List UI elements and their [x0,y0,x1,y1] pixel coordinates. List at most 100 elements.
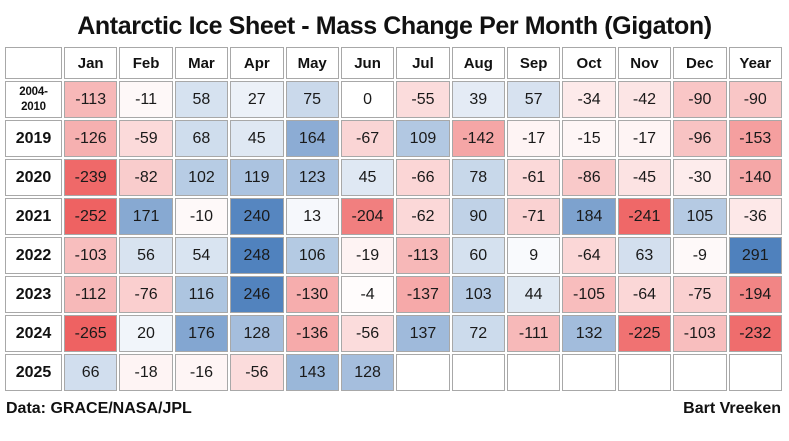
table-row: 2022 -103 56 54 248 106 -19 -113 60 9 -64 63 -9 291 [5,237,782,274]
heatmap-cell: 44 [507,276,561,313]
heatmap-cell: 90 [451,198,505,235]
heatmap-cell: 291 [728,237,782,274]
table-row: 2019 -126 -59 68 45 164 -67 109 -142 -17 -15 -17 -96… [5,120,782,157]
table-row: 2004- 2010 -113 -11 58 27 75 0 -55 39 57 -34 -42 -90-… [5,81,782,118]
heatmap-cell: -113 [396,237,450,274]
heatmap-cell: 78 [451,159,505,196]
heatmap-cell: -56 [230,354,284,391]
heatmap-cell: 102 [174,159,229,196]
heatmap-cell: 106 [285,237,339,274]
heatmap-cell: 164 [285,120,339,157]
heatmap-cell: -232 [728,315,782,352]
column-header: Apr [230,47,284,79]
heatmap-cell: -103 [673,315,727,352]
column-header: Jul [396,47,450,79]
heatmap-cell: 171 [119,198,173,235]
heatmap-cell: -30 [673,159,727,196]
heatmap-cell: -18 [119,354,173,391]
heatmap-cell: -56 [340,315,395,352]
column-header: Mar [174,47,229,79]
heatmap-cell: 60 [451,237,505,274]
heatmap-table-head: Jan Feb Mar Apr May Jun Jul Aug Sep Oct Nov Dec Year [5,47,782,79]
heatmap-cell: -153 [728,120,782,157]
heatmap-cell: 128 [340,354,395,391]
heatmap-cell: -136 [285,315,339,352]
heatmap-cell: -113 [64,81,118,118]
table-row: 2020 -239 -82 102 119 123 45 -66 78 -61 -86 -45 -30-… [5,159,782,196]
heatmap-cell: 20 [119,315,173,352]
heatmap-cell: 63 [617,237,672,274]
heatmap-table-body: 2004- 2010 -113 -11 58 27 75 0 -55 39 57 -34 -42 -90-… [5,81,782,391]
column-header: May [285,47,339,79]
heatmap-cell: 54 [174,237,229,274]
page-title: Antarctic Ice Sheet - Mass Change Per Mo… [77,12,712,40]
footer: Data: GRACE/NASA/JPL Bart Vreeken [0,400,789,418]
data-source-label: Data: GRACE/NASA/JPL [6,400,192,417]
heatmap-cell: -204 [340,198,395,235]
heatmap-cell: 116 [174,276,229,313]
row-label: 2023 [5,276,62,313]
corner-cell [5,47,62,79]
heatmap-cell: 132 [562,315,616,352]
heatmap-cell: -11 [119,81,173,118]
table-row: 2023 -112 -76 116 246 -130 -4 -137 103 44 -105 -64-… [5,276,782,313]
heatmap-cell: 103 [451,276,505,313]
heatmap-cell: 109 [396,120,450,157]
heatmap-cell: -17 [507,120,561,157]
heatmap-cell: -55 [396,81,450,118]
heatmap-table: Jan Feb Mar Apr May Jun Jul Aug Sep Oct Nov Dec Year… [3,45,784,393]
row-label: 2024 [5,315,62,352]
table-row: 2025 66 -18 -16 -56 143 128 [5,354,782,391]
heatmap-cell: 68 [174,120,229,157]
heatmap-cell: -86 [562,159,616,196]
heatmap-cell: -64 [562,237,616,274]
heatmap-cell: -194 [728,276,782,313]
heatmap-cell: -61 [507,159,561,196]
heatmap-cell: -34 [562,81,616,118]
heatmap-cell: 137 [396,315,450,352]
header-row: Jan Feb Mar Apr May Jun Jul Aug Sep Oct Nov Dec Year [5,47,782,79]
heatmap-cell: -42 [617,81,672,118]
table-row: 2021 -252 171 -10 240 13 -204 -62 90 -71 184 -241 10… [5,198,782,235]
heatmap-cell: 246 [230,276,284,313]
heatmap-cell: 143 [285,354,339,391]
heatmap-cell [396,354,450,391]
heatmap-cell: -45 [617,159,672,196]
table-row: 2024 -265 20 176 128 -136 -56 137 72 -111 132 -225-… [5,315,782,352]
heatmap-cell: -59 [119,120,173,157]
heatmap-cell: 248 [230,237,284,274]
heatmap-cell: -75 [673,276,727,313]
heatmap-cell: 66 [64,354,118,391]
column-header: Jun [340,47,395,79]
heatmap-cell: 119 [230,159,284,196]
heatmap-cell: -103 [64,237,118,274]
heatmap-cell: 105 [673,198,727,235]
column-header: Sep [507,47,561,79]
author-label: Bart Vreeken [683,400,781,417]
heatmap-cell: -96 [673,120,727,157]
row-label: 2019 [5,120,62,157]
heatmap-cell: 58 [174,81,229,118]
column-header: Aug [451,47,505,79]
heatmap-cell: -76 [119,276,173,313]
heatmap-cell: -90 [728,81,782,118]
row-label: 2004- 2010 [5,81,62,118]
heatmap-cell: -130 [285,276,339,313]
heatmap-cell: 56 [119,237,173,274]
column-header: Oct [562,47,616,79]
heatmap-cell: -225 [617,315,672,352]
heatmap-cell: -36 [728,198,782,235]
heatmap-cell: -10 [174,198,229,235]
heatmap-cell: -142 [451,120,505,157]
heatmap-cell: -64 [617,276,672,313]
heatmap-cell: -67 [340,120,395,157]
heatmap-cell: 0 [340,81,395,118]
heatmap-cell: 75 [285,81,339,118]
heatmap-cell: -4 [340,276,395,313]
heatmap-cell: -62 [396,198,450,235]
heatmap-cell [562,354,616,391]
heatmap-cell: 72 [451,315,505,352]
heatmap-cell: -252 [64,198,118,235]
heatmap-cell: -140 [728,159,782,196]
